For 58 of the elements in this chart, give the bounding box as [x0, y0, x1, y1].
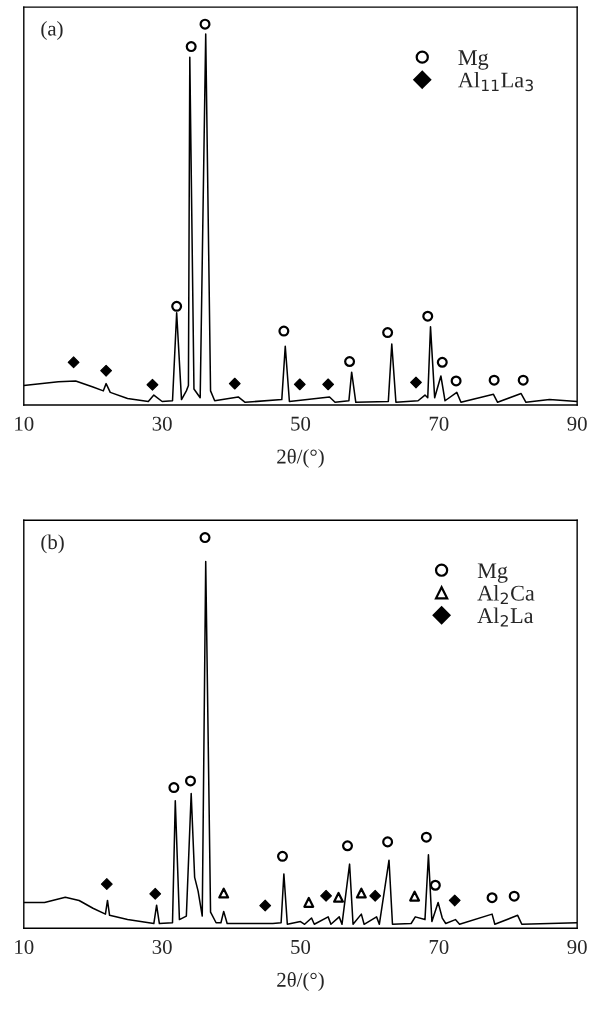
point — [382, 836, 394, 848]
point — [436, 356, 448, 368]
x-axis-title: 2θ/(°) — [277, 972, 324, 992]
point — [486, 892, 498, 904]
point — [450, 375, 462, 387]
point — [355, 887, 367, 899]
point — [278, 325, 290, 337]
annotation: (a) — [41, 21, 63, 40]
point — [218, 887, 230, 899]
x-axis-title: 2θ/(°) — [277, 448, 324, 468]
point — [185, 41, 197, 53]
x-tick-label: 50 — [291, 939, 311, 954]
x-tick-label: 30 — [152, 416, 172, 431]
point — [508, 890, 520, 902]
annotation: (b) — [41, 534, 64, 554]
point — [322, 378, 335, 391]
point — [171, 300, 183, 312]
legend-label: Mg — [458, 50, 489, 70]
point — [146, 378, 159, 391]
point — [382, 327, 394, 339]
point — [67, 356, 80, 369]
legend-label: Al$_{11}$La$_{3}$ — [458, 71, 533, 92]
point — [344, 356, 356, 368]
point — [517, 374, 529, 386]
point — [293, 378, 306, 391]
legend-label: Mg — [477, 563, 508, 583]
legend-label: Al$_{2}$Ca — [477, 585, 535, 605]
point — [168, 782, 180, 794]
point — [199, 532, 211, 544]
x-tick-label: 70 — [429, 939, 449, 954]
point — [228, 377, 241, 390]
point — [369, 889, 382, 902]
point — [100, 878, 113, 890]
point — [199, 18, 211, 30]
point — [276, 850, 288, 862]
point — [410, 376, 422, 389]
x-tick-label: 90 — [567, 416, 587, 431]
x-tick-label: 90 — [567, 939, 587, 954]
x-tick-label: 10 — [15, 939, 34, 954]
point — [149, 887, 162, 900]
point — [422, 310, 434, 322]
point — [185, 775, 196, 787]
point — [303, 896, 315, 908]
point — [342, 840, 354, 852]
point — [448, 894, 461, 907]
point — [333, 891, 345, 903]
point — [100, 364, 113, 377]
point — [320, 889, 333, 902]
point — [429, 879, 441, 891]
point — [259, 899, 272, 912]
x-tick-label: 50 — [291, 416, 311, 431]
x-tick-label: 70 — [429, 416, 449, 431]
point — [409, 890, 421, 902]
x-tick-label: 30 — [152, 939, 172, 954]
point — [420, 831, 432, 843]
x-tick-label: 10 — [15, 416, 34, 431]
legend-label: Al$_{2}$La — [477, 607, 534, 627]
point — [488, 374, 500, 386]
